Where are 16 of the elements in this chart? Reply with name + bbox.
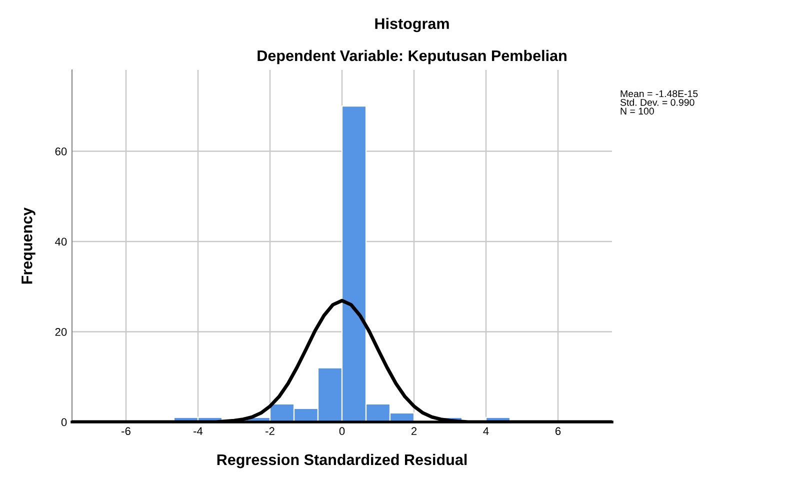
chart-subtitle: Dependent Variable: Keputusan Pembelian — [258, 50, 566, 64]
y-tick-label: 60 — [55, 148, 67, 156]
text: Mean = -1.48E-15 Std. Dev. = 0.990 N = 100 — [620, 90, 698, 115]
x-tick-label: 6 — [555, 427, 561, 436]
x-axis-title: Regression Standardized Residual — [217, 454, 467, 468]
x-tick-label: -6 — [122, 427, 130, 436]
x-tick-label: 4 — [483, 427, 489, 435]
y-axis-title: Frequency — [22, 207, 36, 284]
y-tick-label: 40 — [55, 238, 67, 246]
x-tick-label: -2 — [266, 427, 274, 435]
chart-title: Histogram — [375, 18, 449, 32]
x-tick-label: 2 — [411, 427, 417, 435]
x-tick-label: -4 — [194, 427, 203, 435]
y-tick-label: 20 — [55, 328, 67, 336]
x-tick-label: 0 — [339, 427, 345, 436]
y-tick-label: 0 — [61, 418, 67, 426]
